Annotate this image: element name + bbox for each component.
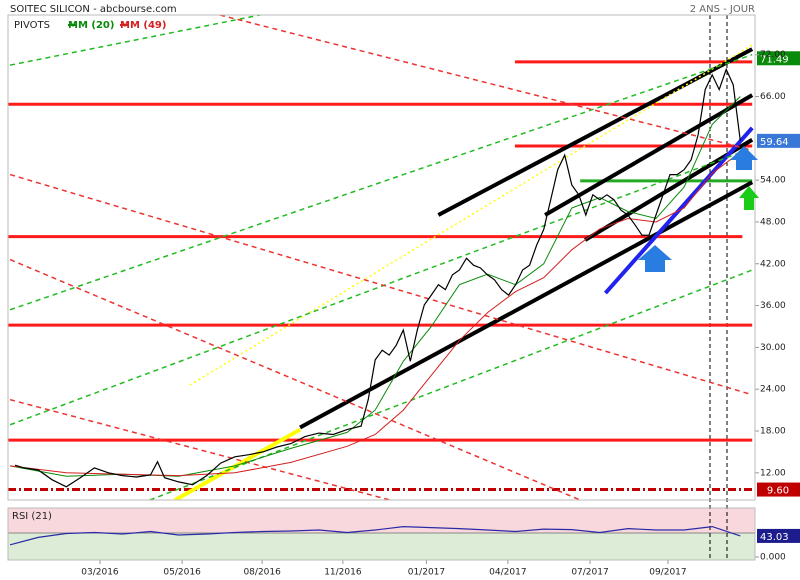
trend-line bbox=[219, 15, 753, 151]
trend-line bbox=[544, 93, 754, 217]
legend-label: MM (49) bbox=[120, 20, 166, 31]
rsi-title: RSI (21) bbox=[12, 511, 52, 522]
rsi-plot bbox=[9, 525, 741, 546]
arrow-up-icon bbox=[638, 245, 672, 272]
price-line bbox=[14, 67, 741, 488]
x-tick-label: 04/2017 bbox=[489, 568, 526, 578]
trend-line bbox=[9, 15, 261, 66]
rsi-lower-zone bbox=[8, 533, 755, 560]
x-tick-label: 01/2017 bbox=[408, 568, 445, 578]
last-value-label: 59.64 bbox=[760, 137, 789, 148]
y-tick-label: 72.00 bbox=[760, 50, 786, 60]
x-tick-label: 09/2017 bbox=[649, 568, 686, 578]
level-tag bbox=[757, 482, 800, 497]
y-tick-label: 48.00 bbox=[760, 217, 786, 227]
trend-line bbox=[9, 147, 753, 426]
chart-title: SOITEC SILICON - abcbourse.com bbox=[10, 4, 177, 15]
y-tick-label: 42.00 bbox=[760, 259, 786, 269]
arrow-up-icon bbox=[739, 186, 759, 210]
arrow-up-icon bbox=[730, 146, 758, 170]
moving-average bbox=[10, 151, 741, 477]
trend-line bbox=[299, 180, 754, 430]
trend-line bbox=[9, 54, 753, 311]
last-value-tag bbox=[757, 528, 800, 543]
last-value-label: 43.03 bbox=[760, 532, 789, 543]
x-tick-label: 08/2016 bbox=[243, 568, 281, 578]
y-tick-label: 0.000 bbox=[760, 553, 786, 563]
y-tick-label: 30.00 bbox=[760, 343, 786, 353]
x-tick-label: 05/2016 bbox=[163, 568, 201, 578]
level-tag-label: 9.60 bbox=[767, 486, 789, 497]
y-tick-label: 54.00 bbox=[760, 176, 786, 186]
trend-line bbox=[9, 398, 391, 500]
price-line bbox=[9, 525, 741, 546]
high-tag bbox=[757, 51, 800, 66]
legend-label: MM (20) bbox=[68, 20, 114, 31]
x-tick-label: 11/2016 bbox=[324, 568, 362, 578]
y-tick-label: 18.00 bbox=[760, 427, 786, 437]
chart-subtitle: 2 ANS - JOUR bbox=[690, 4, 755, 15]
y-tick-label: 12.00 bbox=[760, 468, 786, 478]
x-tick-label: 07/2017 bbox=[571, 568, 608, 578]
y-tick-label: 36.00 bbox=[760, 301, 786, 311]
last-value-tag bbox=[757, 133, 800, 148]
y-tick-label: 66.00 bbox=[760, 92, 786, 102]
price-plot bbox=[8, 15, 754, 500]
pivots-label: PIVOTS bbox=[14, 20, 50, 31]
trend-line bbox=[9, 173, 753, 396]
price-frame bbox=[7, 14, 756, 501]
high-tag-label: 71.49 bbox=[760, 54, 789, 65]
x-tick-label: 03/2016 bbox=[81, 568, 119, 578]
trend-line bbox=[9, 258, 581, 500]
y-tick-label: 24.00 bbox=[760, 385, 786, 395]
rsi-frame bbox=[7, 507, 756, 561]
moving-average bbox=[10, 96, 741, 477]
